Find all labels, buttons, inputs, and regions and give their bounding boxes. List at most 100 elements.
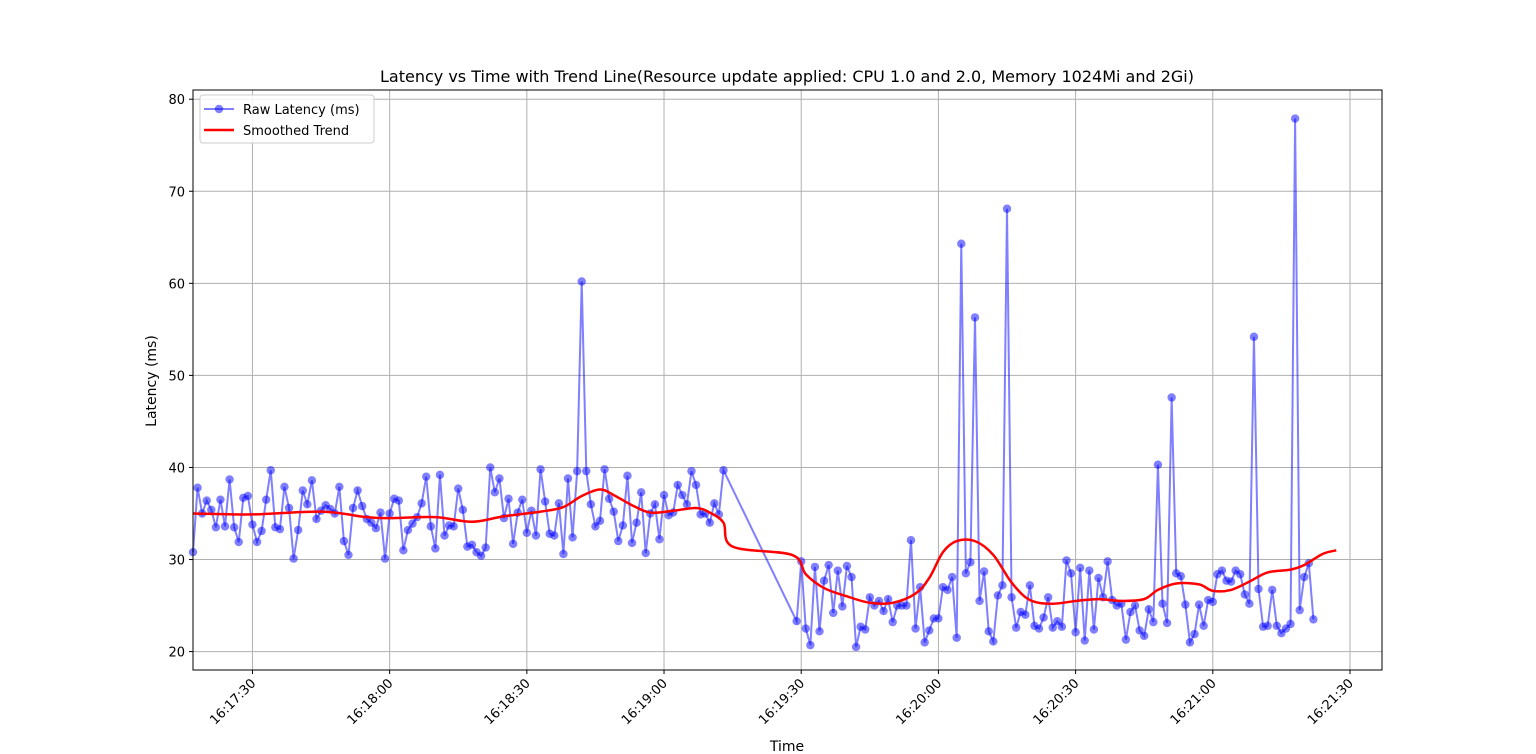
raw-latency-point: [481, 543, 490, 552]
raw-latency-point: [234, 537, 243, 547]
legend: Raw Latency (ms) Smoothed Trend: [199, 94, 375, 144]
raw-latency-point: [202, 496, 211, 505]
raw-latency-point: [1011, 623, 1021, 632]
raw-latency-point: [678, 490, 687, 500]
raw-latency-point: [348, 503, 358, 513]
raw-latency-point: [792, 617, 801, 626]
raw-latency-point: [435, 470, 445, 480]
raw-latency-point: [961, 569, 971, 578]
chart-title: Latency vs Time with Trend Line(Resource…: [380, 67, 1194, 86]
raw-latency-point: [609, 507, 618, 516]
raw-latency-point: [220, 522, 230, 531]
raw-latency-point: [225, 475, 234, 484]
raw-latency-point: [1194, 600, 1204, 609]
raw-latency-point: [577, 277, 586, 286]
raw-latency-point: [1226, 577, 1236, 586]
raw-latency-point: [586, 500, 596, 509]
raw-latency-point: [1089, 625, 1099, 634]
raw-latency-point: [522, 528, 532, 538]
raw-latency-point: [422, 472, 431, 481]
raw-latency-point: [229, 523, 239, 532]
raw-latency-point: [1176, 571, 1185, 581]
raw-latency-point: [710, 499, 719, 508]
raw-latency-point: [1130, 601, 1140, 610]
raw-latency-point: [957, 239, 966, 248]
raw-latency-point: [248, 520, 257, 529]
raw-latency-point: [1149, 617, 1158, 627]
raw-latency-point: [883, 594, 893, 604]
raw-latency-point: [1085, 566, 1094, 575]
raw-latency-point: [975, 596, 984, 606]
raw-latency-point: [1121, 635, 1131, 644]
raw-latency-point: [371, 524, 381, 533]
raw-latency-point: [989, 637, 998, 646]
raw-latency-point: [1071, 628, 1080, 637]
raw-latency-point: [261, 495, 271, 504]
raw-latency-point: [307, 476, 317, 485]
raw-latency-point: [266, 466, 275, 475]
raw-latency-point: [280, 482, 289, 491]
raw-latency-point: [682, 500, 692, 509]
raw-latency-point: [495, 474, 504, 483]
raw-latency-point: [394, 496, 403, 505]
y-tick-label: 30: [168, 554, 185, 569]
y-axis-label: Latency (ms): [144, 335, 160, 427]
raw-latency-point: [819, 576, 829, 585]
raw-latency-point: [984, 627, 993, 636]
raw-latency-point: [1199, 621, 1208, 631]
y-tick-label: 60: [168, 277, 185, 292]
raw-latency-point: [563, 474, 573, 483]
legend-trend-label: Smoothed Trend: [243, 124, 349, 139]
raw-latency-point: [911, 624, 920, 633]
raw-latency-point: [298, 486, 307, 495]
raw-latency-point: [1217, 566, 1227, 575]
y-tick-label: 20: [168, 646, 185, 661]
raw-latency-point: [943, 585, 952, 595]
raw-latency-point: [650, 500, 660, 509]
raw-latency-point: [806, 640, 815, 650]
raw-latency-point: [1048, 623, 1057, 632]
legend-raw-label: Raw Latency (ms): [243, 103, 360, 118]
raw-latency-point: [1190, 629, 1199, 639]
raw-latency-point: [531, 531, 541, 540]
raw-latency-point: [920, 638, 929, 647]
raw-latency-point: [353, 486, 362, 495]
raw-latency-point: [673, 480, 682, 490]
raw-latency-point: [636, 488, 646, 497]
raw-latency-point: [801, 624, 810, 633]
raw-latency-point: [906, 535, 916, 545]
raw-latency-point: [888, 617, 897, 627]
raw-latency-point: [1103, 557, 1112, 566]
raw-latency-point: [1126, 607, 1135, 617]
raw-latency-point: [476, 551, 486, 561]
raw-latency-point: [600, 465, 609, 474]
raw-latency-point: [970, 313, 980, 322]
raw-latency-point: [1263, 621, 1272, 631]
raw-latency-point: [833, 566, 842, 575]
raw-latency-point: [252, 537, 262, 547]
raw-latency-point: [408, 519, 417, 528]
raw-latency-point: [559, 549, 568, 559]
raw-latency-point: [572, 466, 582, 476]
raw-latency-point: [399, 546, 408, 555]
raw-latency-point: [344, 550, 353, 560]
raw-latency-point: [1007, 593, 1016, 602]
raw-latency-point: [618, 521, 628, 530]
smoothed-trend-line: [192, 488, 1337, 606]
raw-latency-point: [504, 494, 513, 503]
raw-latency-point: [623, 471, 632, 480]
raw-latency-point: [1066, 569, 1076, 578]
raw-latency-point: [632, 518, 641, 527]
raw-latency-point: [902, 601, 911, 610]
raw-latency-point: [810, 562, 820, 572]
raw-latency-point: [934, 614, 943, 623]
raw-latency-point: [815, 627, 824, 636]
raw-latency-point: [1025, 581, 1035, 590]
raw-latency-point: [838, 602, 847, 611]
raw-latency-point: [1268, 585, 1277, 595]
raw-latency-point: [979, 567, 989, 576]
raw-latency-point: [998, 581, 1007, 590]
raw-latency-point: [842, 561, 852, 571]
raw-latency-point: [458, 505, 468, 515]
